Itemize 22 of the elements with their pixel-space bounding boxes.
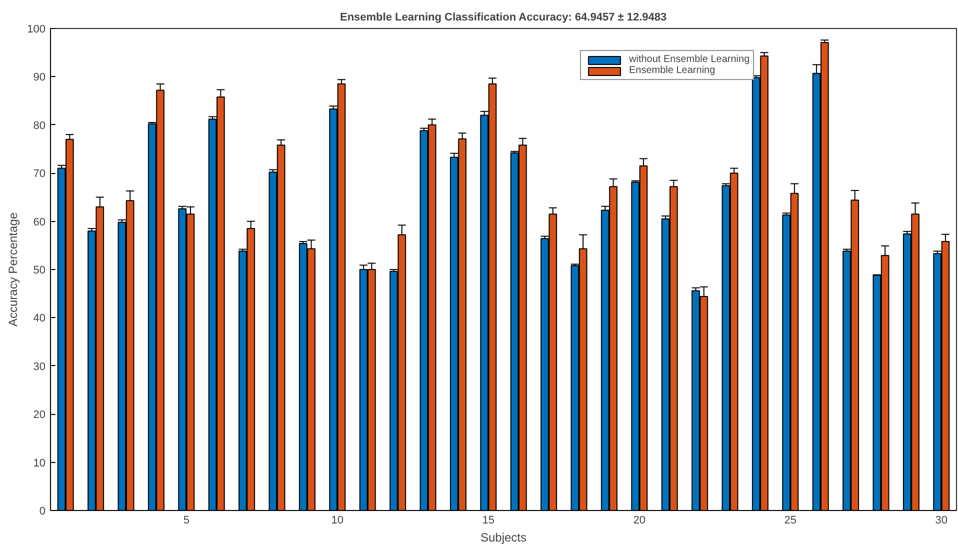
y-axis-title: Accuracy Percentage	[6, 212, 20, 327]
y-tick-label: 50	[33, 264, 46, 276]
y-tick-label: 30	[33, 360, 46, 373]
chart-title: Ensemble Learning Classification Accuracy: 64.9457 ± 12.9483	[340, 12, 667, 24]
y-tick-label: 20	[33, 409, 46, 422]
y-tick-label: 80	[33, 120, 46, 132]
y-tick-label: 70	[33, 168, 46, 180]
legend-label: Ensemble Learning	[629, 65, 716, 76]
y-tick-label: 10	[33, 457, 46, 470]
x-tick-label: 30	[935, 514, 948, 526]
x-tick-label: 10	[331, 514, 344, 526]
legend-label: without Ensemble Learning	[629, 54, 750, 65]
y-tick-label: 60	[33, 216, 46, 228]
y-tick-label: 0	[39, 506, 46, 518]
x-tick-label: 25	[784, 514, 797, 526]
x-tick-label: 20	[633, 514, 646, 526]
x-tick-label: 15	[482, 514, 495, 526]
x-tick-label: 5	[183, 514, 190, 526]
x-axis-title: Subjects	[480, 530, 527, 544]
y-tick-label: 100	[27, 24, 46, 36]
y-tick-label: 40	[33, 312, 46, 325]
y-tick-label: 90	[33, 72, 46, 84]
